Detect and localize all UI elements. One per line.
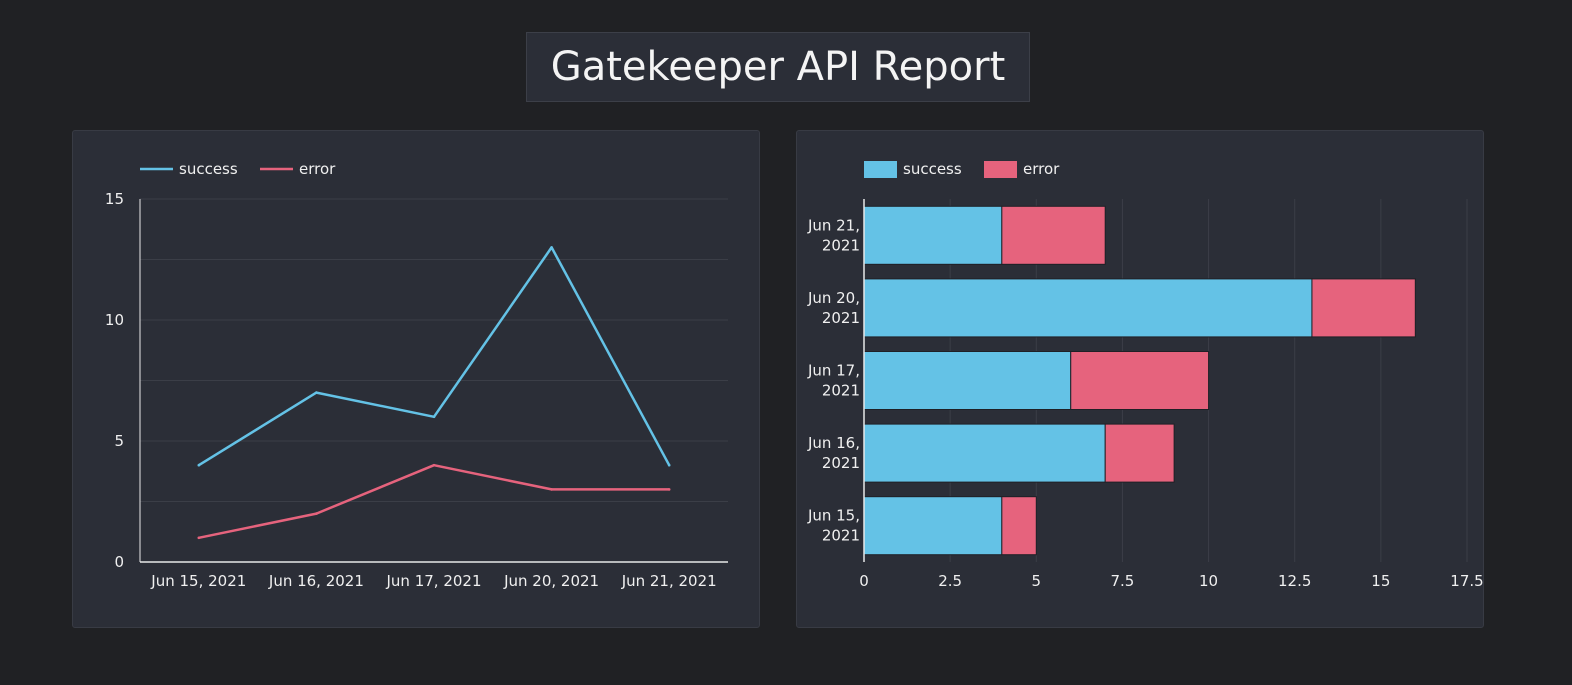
x-tick-label: 10	[1199, 572, 1218, 590]
y-tick-label-line: 2021	[822, 236, 860, 254]
report-title-box: Gatekeeper API Report	[526, 32, 1030, 102]
data-point-success	[550, 246, 553, 249]
bar-error	[1001, 205, 1106, 265]
bar-success	[863, 496, 1003, 556]
legend-label-success: success	[179, 160, 238, 178]
series-line-success	[198, 246, 671, 467]
data-point-error	[667, 488, 671, 491]
y-tick-label: 10	[105, 311, 124, 329]
bar-success	[863, 205, 1003, 265]
line-chart-panel: 0 5 10 15 Jun 15, 2021 Jun 16, 2021 Jun 17, 20…	[72, 130, 760, 628]
y-tick-label-line: Jun 15,	[807, 507, 860, 525]
x-tick-label: 15	[1371, 572, 1390, 590]
legend-swatch-success	[864, 161, 897, 178]
legend-swatch-error	[984, 161, 1017, 178]
y-tick-label-line: 2021	[822, 309, 860, 327]
bar-error	[1311, 278, 1416, 338]
data-point-error	[315, 512, 318, 515]
x-tick-label: 12.5	[1278, 572, 1311, 590]
y-tick-label: 15	[105, 190, 124, 208]
report-title: Gatekeeper API Report	[550, 44, 1006, 90]
x-tick-label: 5	[1032, 572, 1042, 590]
y-tick-label-line: 2021	[822, 527, 860, 545]
x-tick-label: 7.5	[1110, 572, 1134, 590]
line-chart: 0 5 10 15 Jun 15, 2021 Jun 16, 2021 Jun 17, 20…	[105, 160, 728, 590]
y-tick-label: Jun 17, 2021	[807, 362, 860, 400]
x-tick-label: 2.5	[938, 572, 962, 590]
bar-error	[1001, 496, 1037, 556]
bar-chart-panel: 0 2.5 5 7.5 10 12.5 15 17.5 Jun 21, 2021 Jun 20, 20…	[796, 130, 1484, 628]
y-tick-label: Jun 15, 2021	[807, 507, 860, 545]
bar-error	[1104, 423, 1175, 483]
x-tick-label: Jun 20, 2021	[503, 572, 599, 590]
data-point-error	[550, 488, 553, 491]
data-point-success	[197, 463, 201, 467]
bar-success	[863, 423, 1106, 483]
data-point-success	[315, 391, 318, 394]
y-tick-label-line: 2021	[822, 454, 860, 472]
legend-label-error: error	[1023, 160, 1060, 178]
data-point-success	[667, 463, 671, 467]
data-point-error	[432, 463, 436, 467]
data-point-error	[197, 536, 201, 540]
x-tick-label: Jun 15, 2021	[150, 572, 246, 590]
x-tick-label: 0	[859, 572, 869, 590]
y-tick-label-line: 2021	[822, 382, 860, 400]
y-tick-label: 5	[114, 432, 124, 450]
data-point-success	[432, 415, 436, 419]
y-tick-label: Jun 20, 2021	[807, 289, 860, 327]
y-tick-label: 0	[114, 553, 124, 571]
y-tick-label-line: Jun 20,	[807, 289, 860, 307]
y-tick-label-line: Jun 17,	[807, 362, 860, 380]
y-tick-label: Jun 16, 2021	[807, 434, 860, 472]
bar-chart: 0 2.5 5 7.5 10 12.5 15 17.5 Jun 21, 2021 Jun 20, 20…	[807, 160, 1483, 590]
y-tick-label: Jun 21, 2021	[807, 216, 860, 254]
legend-label-success: success	[903, 160, 962, 178]
y-tick-label-line: Jun 21,	[807, 216, 860, 234]
bar-success	[863, 351, 1072, 410]
legend-label-error: error	[299, 160, 336, 178]
bar-error	[1070, 351, 1210, 410]
x-tick-label: Jun 17, 2021	[385, 572, 481, 590]
bar-success	[863, 278, 1313, 338]
x-tick-label: 17.5	[1450, 572, 1483, 590]
y-tick-label-line: Jun 16,	[807, 434, 860, 452]
x-tick-label: Jun 16, 2021	[268, 572, 364, 590]
x-tick-label: Jun 21, 2021	[621, 572, 717, 590]
